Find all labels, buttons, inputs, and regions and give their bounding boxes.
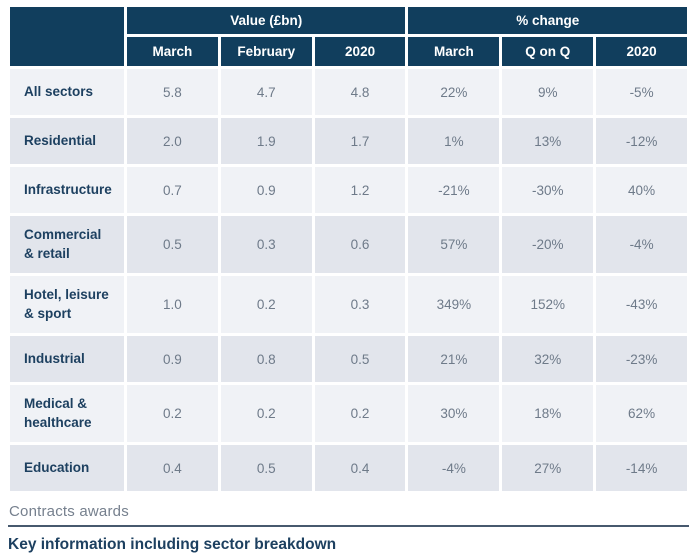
value-cell: 0.3 bbox=[314, 276, 406, 333]
sector-cell: All sectors bbox=[10, 69, 124, 115]
table-row-hotel-leisure-sport: Hotel, leisure & sport 1.0 0.2 0.3 349% … bbox=[10, 276, 687, 333]
value-cell: 27% bbox=[502, 445, 594, 491]
value-cell: 0.7 bbox=[127, 167, 218, 213]
column-header-march-value: March bbox=[127, 37, 218, 66]
value-cell: 0.9 bbox=[127, 336, 218, 382]
sector-cell: Medical & healthcare bbox=[10, 385, 124, 442]
value-cell: 0.5 bbox=[220, 445, 312, 491]
tab-contracts-awards[interactable]: Contracts awards bbox=[9, 503, 129, 520]
footer: Contracts awards Key information includi… bbox=[7, 503, 690, 554]
sector-cell: Industrial bbox=[10, 336, 124, 382]
value-cell: 0.4 bbox=[127, 445, 218, 491]
column-header-2020-change: 2020 bbox=[596, 37, 687, 66]
column-header-march-change: March bbox=[408, 37, 500, 66]
value-cell: 1% bbox=[408, 118, 500, 164]
table-row-infrastructure: Infrastructure 0.7 0.9 1.2 -21% -30% 40% bbox=[10, 167, 687, 213]
table-row-medical-healthcare: Medical & healthcare 0.2 0.2 0.2 30% 18%… bbox=[10, 385, 687, 442]
value-cell: -14% bbox=[596, 445, 687, 491]
value-cell: 57% bbox=[408, 216, 500, 273]
value-cell: 152% bbox=[502, 276, 594, 333]
sector-cell: Commercial & retail bbox=[10, 216, 124, 273]
sector-cell: Infrastructure bbox=[10, 167, 124, 213]
sector-cell: Hotel, leisure & sport bbox=[10, 276, 124, 333]
value-cell: -23% bbox=[596, 336, 687, 382]
value-cell: 18% bbox=[502, 385, 594, 442]
table-row-commercial-retail: Commercial & retail 0.5 0.3 0.6 57% -20%… bbox=[10, 216, 687, 273]
value-cell: 22% bbox=[408, 69, 500, 115]
value-cell: 4.7 bbox=[220, 69, 312, 115]
column-header-february-value: February bbox=[220, 37, 312, 66]
divider-line bbox=[8, 525, 689, 527]
sub-header-row: March February 2020 March Q on Q 2020 bbox=[10, 37, 687, 66]
value-cell: -30% bbox=[502, 167, 594, 213]
value-cell: 2.0 bbox=[127, 118, 218, 164]
value-cell: 0.2 bbox=[220, 276, 312, 333]
column-header-2020-value: 2020 bbox=[314, 37, 406, 66]
value-cell: -12% bbox=[596, 118, 687, 164]
value-cell: 4.8 bbox=[314, 69, 406, 115]
column-header-qonq-change: Q on Q bbox=[502, 37, 594, 66]
value-cell: 0.5 bbox=[314, 336, 406, 382]
value-cell: 1.2 bbox=[314, 167, 406, 213]
value-cell: -43% bbox=[596, 276, 687, 333]
table-row-all-sectors: All sectors 5.8 4.7 4.8 22% 9% -5% bbox=[10, 69, 687, 115]
value-cell: 0.2 bbox=[314, 385, 406, 442]
group-header-pct-change: % change bbox=[408, 7, 687, 34]
group-header-value: Value (£bn) bbox=[127, 7, 406, 34]
value-cell: 5.8 bbox=[127, 69, 218, 115]
section-heading: Key information including sector breakdo… bbox=[8, 536, 337, 553]
value-cell: 0.3 bbox=[220, 216, 312, 273]
value-cell: 1.9 bbox=[220, 118, 312, 164]
value-cell: 0.9 bbox=[220, 167, 312, 213]
value-cell: 0.2 bbox=[220, 385, 312, 442]
table-row-education: Education 0.4 0.5 0.4 -4% 27% -14% bbox=[10, 445, 687, 491]
value-cell: 0.2 bbox=[127, 385, 218, 442]
value-cell: -4% bbox=[408, 445, 500, 491]
table-row-industrial: Industrial 0.9 0.8 0.5 21% 32% -23% bbox=[10, 336, 687, 382]
value-cell: 32% bbox=[502, 336, 594, 382]
value-cell: 62% bbox=[596, 385, 687, 442]
sector-breakdown-table: Value (£bn) % change March February 2020… bbox=[7, 4, 690, 494]
value-cell: 0.6 bbox=[314, 216, 406, 273]
value-cell: -21% bbox=[408, 167, 500, 213]
value-cell: 0.5 bbox=[127, 216, 218, 273]
value-cell: -20% bbox=[502, 216, 594, 273]
table-row-residential: Residential 2.0 1.9 1.7 1% 13% -12% bbox=[10, 118, 687, 164]
value-cell: 1.0 bbox=[127, 276, 218, 333]
value-cell: 21% bbox=[408, 336, 500, 382]
sector-cell: Education bbox=[10, 445, 124, 491]
value-cell: 40% bbox=[596, 167, 687, 213]
value-cell: 349% bbox=[408, 276, 500, 333]
table-corner-cell bbox=[10, 7, 124, 66]
group-header-row: Value (£bn) % change bbox=[10, 7, 687, 66]
value-cell: -4% bbox=[596, 216, 687, 273]
value-cell: 0.8 bbox=[220, 336, 312, 382]
value-cell: 13% bbox=[502, 118, 594, 164]
value-cell: 9% bbox=[502, 69, 594, 115]
sector-cell: Residential bbox=[10, 118, 124, 164]
value-cell: -5% bbox=[596, 69, 687, 115]
value-cell: 30% bbox=[408, 385, 500, 442]
value-cell: 1.7 bbox=[314, 118, 406, 164]
value-cell: 0.4 bbox=[314, 445, 406, 491]
